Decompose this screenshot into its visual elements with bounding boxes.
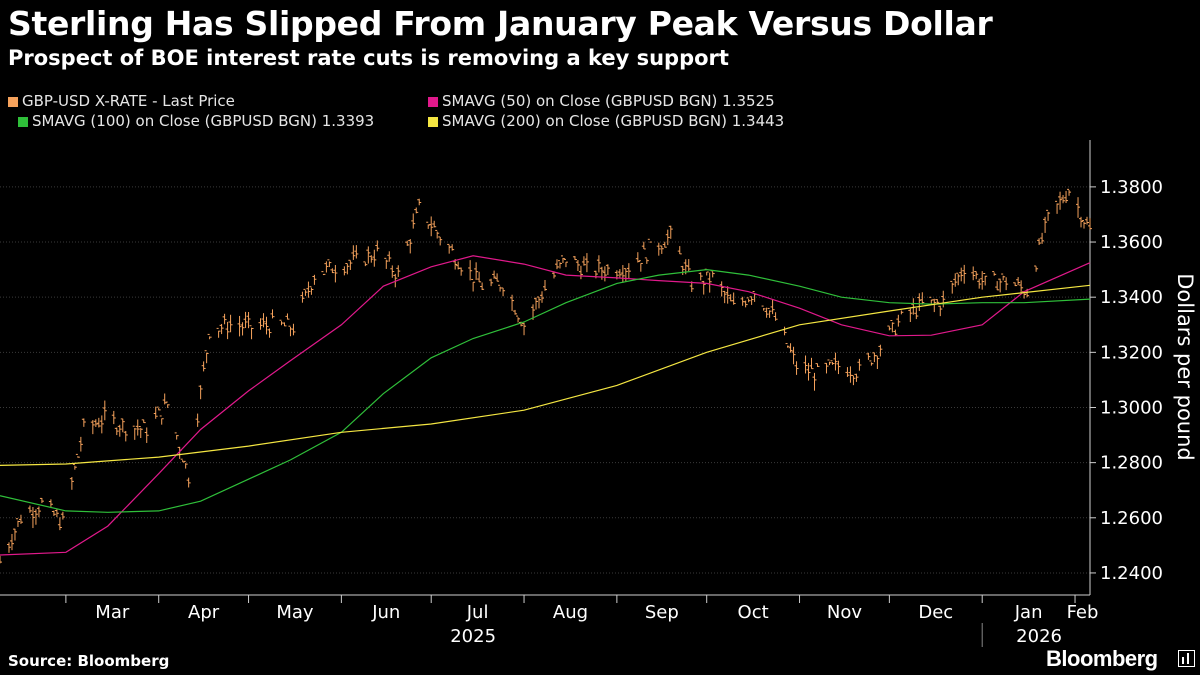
legend-item-price: GBP-USD X-RATE - Last Price (8, 92, 235, 110)
y-tick-label: 1.2400 (1100, 563, 1163, 584)
x-tick-label: Mar (95, 602, 130, 623)
y-tick-label: 1.3200 (1100, 342, 1163, 363)
y-tick-label: 1.3600 (1100, 232, 1163, 253)
legend-swatch-price (8, 97, 18, 107)
legend-swatch-smavg-50 (428, 97, 438, 107)
y-axis-title: Dollars per pound (1173, 273, 1197, 461)
legend-label-smavg-200: SMAVG (200) on Close (GBPUSD BGN) 1.3443 (442, 112, 785, 130)
series-line-1 (0, 255, 1091, 556)
x-year-label: 2026 (1016, 626, 1062, 647)
chart-title: Sterling Has Slipped From January Peak V… (8, 4, 993, 43)
bloomberg-chart-icon (1178, 650, 1195, 667)
legend-item-smavg-100: SMAVG (100) on Close (GBPUSD BGN) 1.3393 (18, 112, 374, 130)
series-line-2 (0, 268, 1091, 513)
x-tick-label: Jan (1014, 602, 1043, 623)
chart-subtitle: Prospect of BOE interest rate cuts is re… (8, 46, 729, 70)
x-tick-label: Dec (918, 602, 953, 623)
legend-label-smavg-50: SMAVG (50) on Close (GBPUSD BGN) 1.3525 (442, 92, 775, 110)
x-tick-label: Apr (188, 602, 220, 623)
y-tick-label: 1.3800 (1100, 177, 1163, 198)
x-tick-label: Feb (1067, 602, 1099, 623)
x-year-label: 2025 (450, 626, 496, 647)
y-tick-label: 1.3000 (1100, 397, 1163, 418)
y-tick-label: 1.2600 (1100, 508, 1163, 529)
source-note: Source: Bloomberg (8, 652, 170, 670)
legend-label-price: GBP-USD X-RATE - Last Price (22, 92, 235, 110)
legend-swatch-smavg-200 (428, 117, 438, 127)
brand-logo: Bloomberg (1046, 646, 1158, 671)
x-tick-label: Oct (738, 602, 769, 623)
x-tick-label: Jun (371, 602, 400, 623)
x-tick-label: Jul (466, 602, 489, 623)
x-tick-label: May (276, 602, 314, 623)
series-line-3 (0, 284, 1091, 466)
x-tick-label: Nov (827, 602, 862, 623)
y-tick-label: 1.3400 (1100, 287, 1163, 308)
x-tick-label: Aug (553, 602, 588, 623)
legend-swatch-smavg-100 (18, 117, 28, 127)
legend-item-smavg-50: SMAVG (50) on Close (GBPUSD BGN) 1.3525 (428, 92, 775, 110)
legend-item-smavg-200: SMAVG (200) on Close (GBPUSD BGN) 1.3443 (428, 112, 784, 130)
x-tick-label: Sep (645, 602, 679, 623)
y-tick-label: 1.2800 (1100, 453, 1163, 474)
legend-label-smavg-100: SMAVG (100) on Close (GBPUSD BGN) 1.3393 (32, 112, 375, 130)
